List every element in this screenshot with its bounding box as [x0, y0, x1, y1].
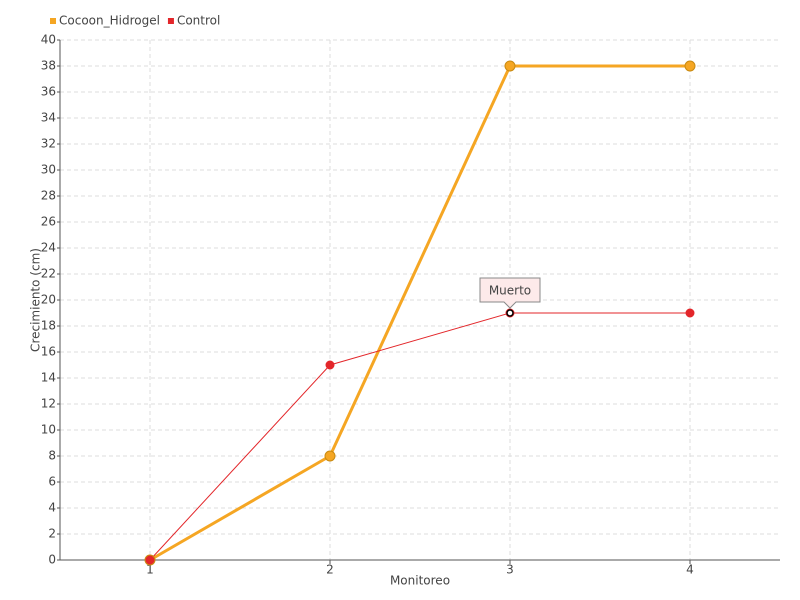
- y-tick-label: 6: [48, 475, 56, 489]
- x-tick-label: 3: [506, 563, 514, 577]
- y-tick-label: 8: [48, 449, 56, 463]
- y-tick-label: 28: [41, 189, 56, 203]
- y-tick-label: 38: [41, 59, 56, 73]
- x-tick-label: 4: [686, 563, 694, 577]
- series-line: [149, 312, 690, 561]
- y-tick-label: 14: [41, 371, 56, 385]
- legend-swatch: [50, 18, 56, 24]
- legend-swatch: [167, 18, 174, 24]
- y-tick-label: 36: [41, 85, 56, 99]
- y-tick-label: 10: [41, 423, 56, 437]
- annotation: Muerto: [479, 277, 541, 309]
- data-point: [684, 60, 696, 72]
- x-tick-label: 1: [146, 563, 154, 577]
- series-line: [149, 64, 690, 562]
- annotation-text: Muerto: [489, 284, 531, 298]
- annotation-point: [506, 309, 514, 317]
- y-tick-label: 24: [41, 241, 56, 255]
- data-point: [504, 60, 516, 72]
- annotation-box: [479, 277, 541, 309]
- x-tick-label: 2: [326, 563, 334, 577]
- y-tick-label: 34: [41, 111, 56, 125]
- data-point: [685, 308, 695, 318]
- y-tick-label: 4: [48, 501, 56, 515]
- y-tick-label: 18: [41, 319, 56, 333]
- legend-label: Cocoon_Hidrogel: [59, 14, 160, 28]
- y-tick-label: 20: [41, 293, 56, 307]
- y-tick-label: 40: [41, 33, 56, 47]
- y-axis-label: Crecimiento (cm): [29, 248, 43, 352]
- y-tick-label: 22: [41, 267, 56, 281]
- data-point: [325, 360, 335, 370]
- data-point: [145, 555, 155, 565]
- y-tick-label: 2: [48, 527, 56, 541]
- y-tick-label: 0: [48, 553, 56, 567]
- y-tick-label: 12: [41, 397, 56, 411]
- y-tick-label: 16: [41, 345, 56, 359]
- x-axis-label: Monitoreo: [390, 574, 450, 588]
- legend-label: Control: [177, 14, 220, 28]
- y-tick-label: 26: [41, 215, 56, 229]
- data-point: [324, 450, 336, 462]
- y-tick-label: 32: [41, 137, 56, 151]
- y-tick-label: 30: [41, 163, 56, 177]
